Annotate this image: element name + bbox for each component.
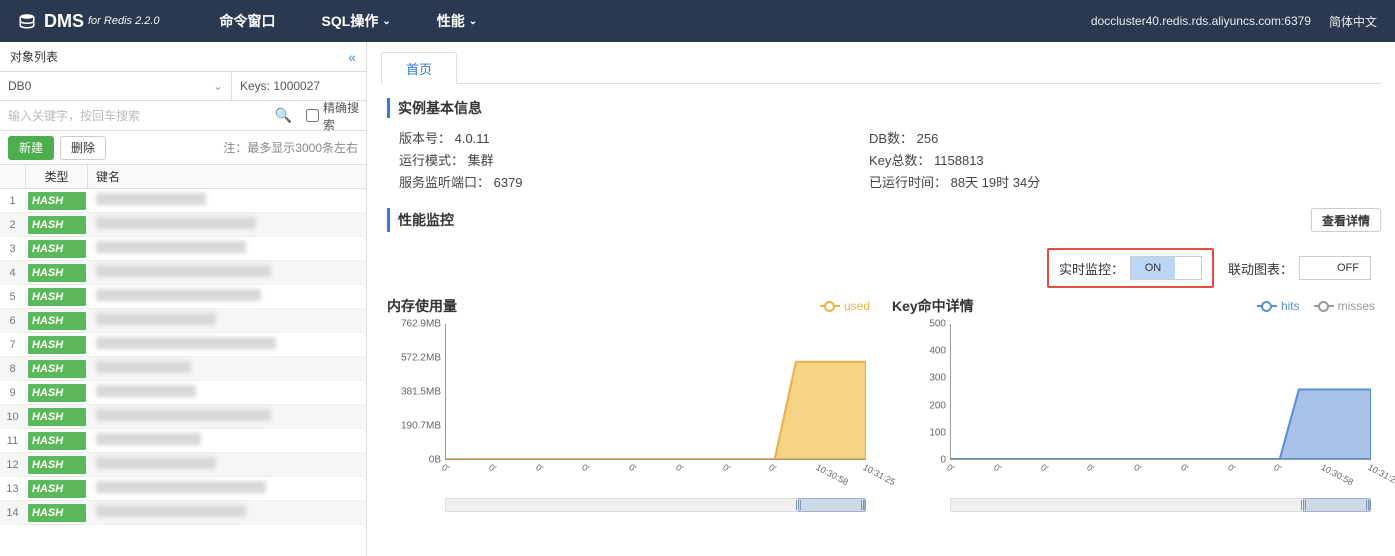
table-row[interactable]: 3HASH (0, 237, 366, 261)
section-basic-info: 实例基本信息 (387, 98, 1381, 118)
chart-legend: used (820, 299, 870, 313)
table-row[interactable]: 5HASH (0, 285, 366, 309)
exact-search-checkbox[interactable]: 精确搜索 (300, 99, 366, 133)
memory-chart: 内存使用量 used 762.9MB572.2MB381.5MB190.7MB0… (387, 296, 870, 484)
chart-legend: hitsmisses (1257, 299, 1375, 313)
table-row[interactable]: 1HASH (0, 189, 366, 213)
caret-down-icon: ⌄ (382, 16, 390, 27)
table-row[interactable]: 7HASH (0, 333, 366, 357)
realtime-toggle[interactable]: ON (1130, 256, 1202, 280)
chevron-down-icon: ⌄ (213, 79, 223, 93)
brand-sub: for Redis 2.2.0 (88, 15, 160, 27)
info-line: Key总数： 1158813 (869, 150, 1381, 172)
table-row[interactable]: 9HASH (0, 381, 366, 405)
connection-string: doccluster40.redis.rds.aliyuncs.com:6379 (1091, 14, 1311, 28)
section-perf: 性能监控 查看详情 (387, 208, 1381, 232)
table-row[interactable]: 13HASH (0, 477, 366, 501)
chart-title: 内存使用量 (387, 296, 457, 316)
db-select[interactable]: DB0 ⌄ (0, 72, 232, 100)
linked-chart-toggle[interactable]: OFF (1299, 256, 1371, 280)
logo-icon (18, 12, 36, 30)
tab-bar: 首页 (381, 52, 1381, 84)
search-input[interactable]: 输入关键字，按回车搜索 🔍 (0, 102, 300, 130)
info-line: 已运行时间： 88天 19时 34分 (869, 172, 1381, 194)
delete-button[interactable]: 删除 (60, 136, 106, 160)
brand-name: DMS (44, 11, 84, 32)
key-hit-chart: Key命中详情 hitsmisses 5004003002001000 0'0'… (892, 296, 1375, 484)
chart-title: Key命中详情 (892, 296, 974, 316)
table-row[interactable]: 8HASH (0, 357, 366, 381)
info-line: 运行模式： 集群 (399, 150, 869, 172)
info-line: 服务监听端口： 6379 (399, 172, 869, 194)
info-line: DB数： 256 (869, 128, 1381, 150)
table-row[interactable]: 10HASH (0, 405, 366, 429)
sidebar-title: 对象列表 « (0, 42, 366, 72)
nav-perf[interactable]: 性能⌄ (437, 11, 477, 31)
app-header: DMS for Redis 2.2.0 命令窗口 SQL操作⌄ 性能⌄ docc… (0, 0, 1395, 42)
table-row[interactable]: 2HASH (0, 213, 366, 237)
realtime-toggle-group: 实时监控： ON (1047, 248, 1214, 288)
row-limit-hint: 注：最多显示3000条左右 (223, 139, 358, 156)
table-row[interactable]: 11HASH (0, 429, 366, 453)
table-row[interactable]: 6HASH (0, 309, 366, 333)
collapse-icon[interactable]: « (348, 42, 356, 72)
sidebar: 对象列表 « DB0 ⌄ Keys: 1000027 输入关键字，按回车搜索 🔍… (0, 42, 367, 556)
table-header: 类型 键名 (0, 165, 366, 189)
chart-range-slider[interactable] (445, 498, 866, 512)
keys-count: Keys: 1000027 (232, 72, 366, 100)
search-icon[interactable]: 🔍 (275, 107, 292, 124)
nav-cmd[interactable]: 命令窗口 (220, 11, 276, 31)
caret-down-icon: ⌄ (469, 16, 477, 27)
view-detail-button[interactable]: 查看详情 (1311, 208, 1381, 232)
table-row[interactable]: 12HASH (0, 453, 366, 477)
linked-chart-toggle-group: 联动图表： OFF (1228, 256, 1371, 280)
table-row[interactable]: 14HASH (0, 501, 366, 525)
main-content: 首页 实例基本信息 版本号： 4.0.11运行模式： 集群服务监听端口： 637… (367, 42, 1395, 556)
nav-sql[interactable]: SQL操作⌄ (322, 11, 391, 31)
new-button[interactable]: 新建 (8, 136, 54, 160)
chart-range-slider[interactable] (950, 498, 1371, 512)
language-selector[interactable]: 简体中文 (1329, 13, 1377, 30)
table-row[interactable]: 4HASH (0, 261, 366, 285)
info-line: 版本号： 4.0.11 (399, 128, 869, 150)
key-list: 1HASH2HASH3HASH4HASH5HASH6HASH7HASH8HASH… (0, 189, 366, 556)
tab-home[interactable]: 首页 (381, 52, 457, 84)
